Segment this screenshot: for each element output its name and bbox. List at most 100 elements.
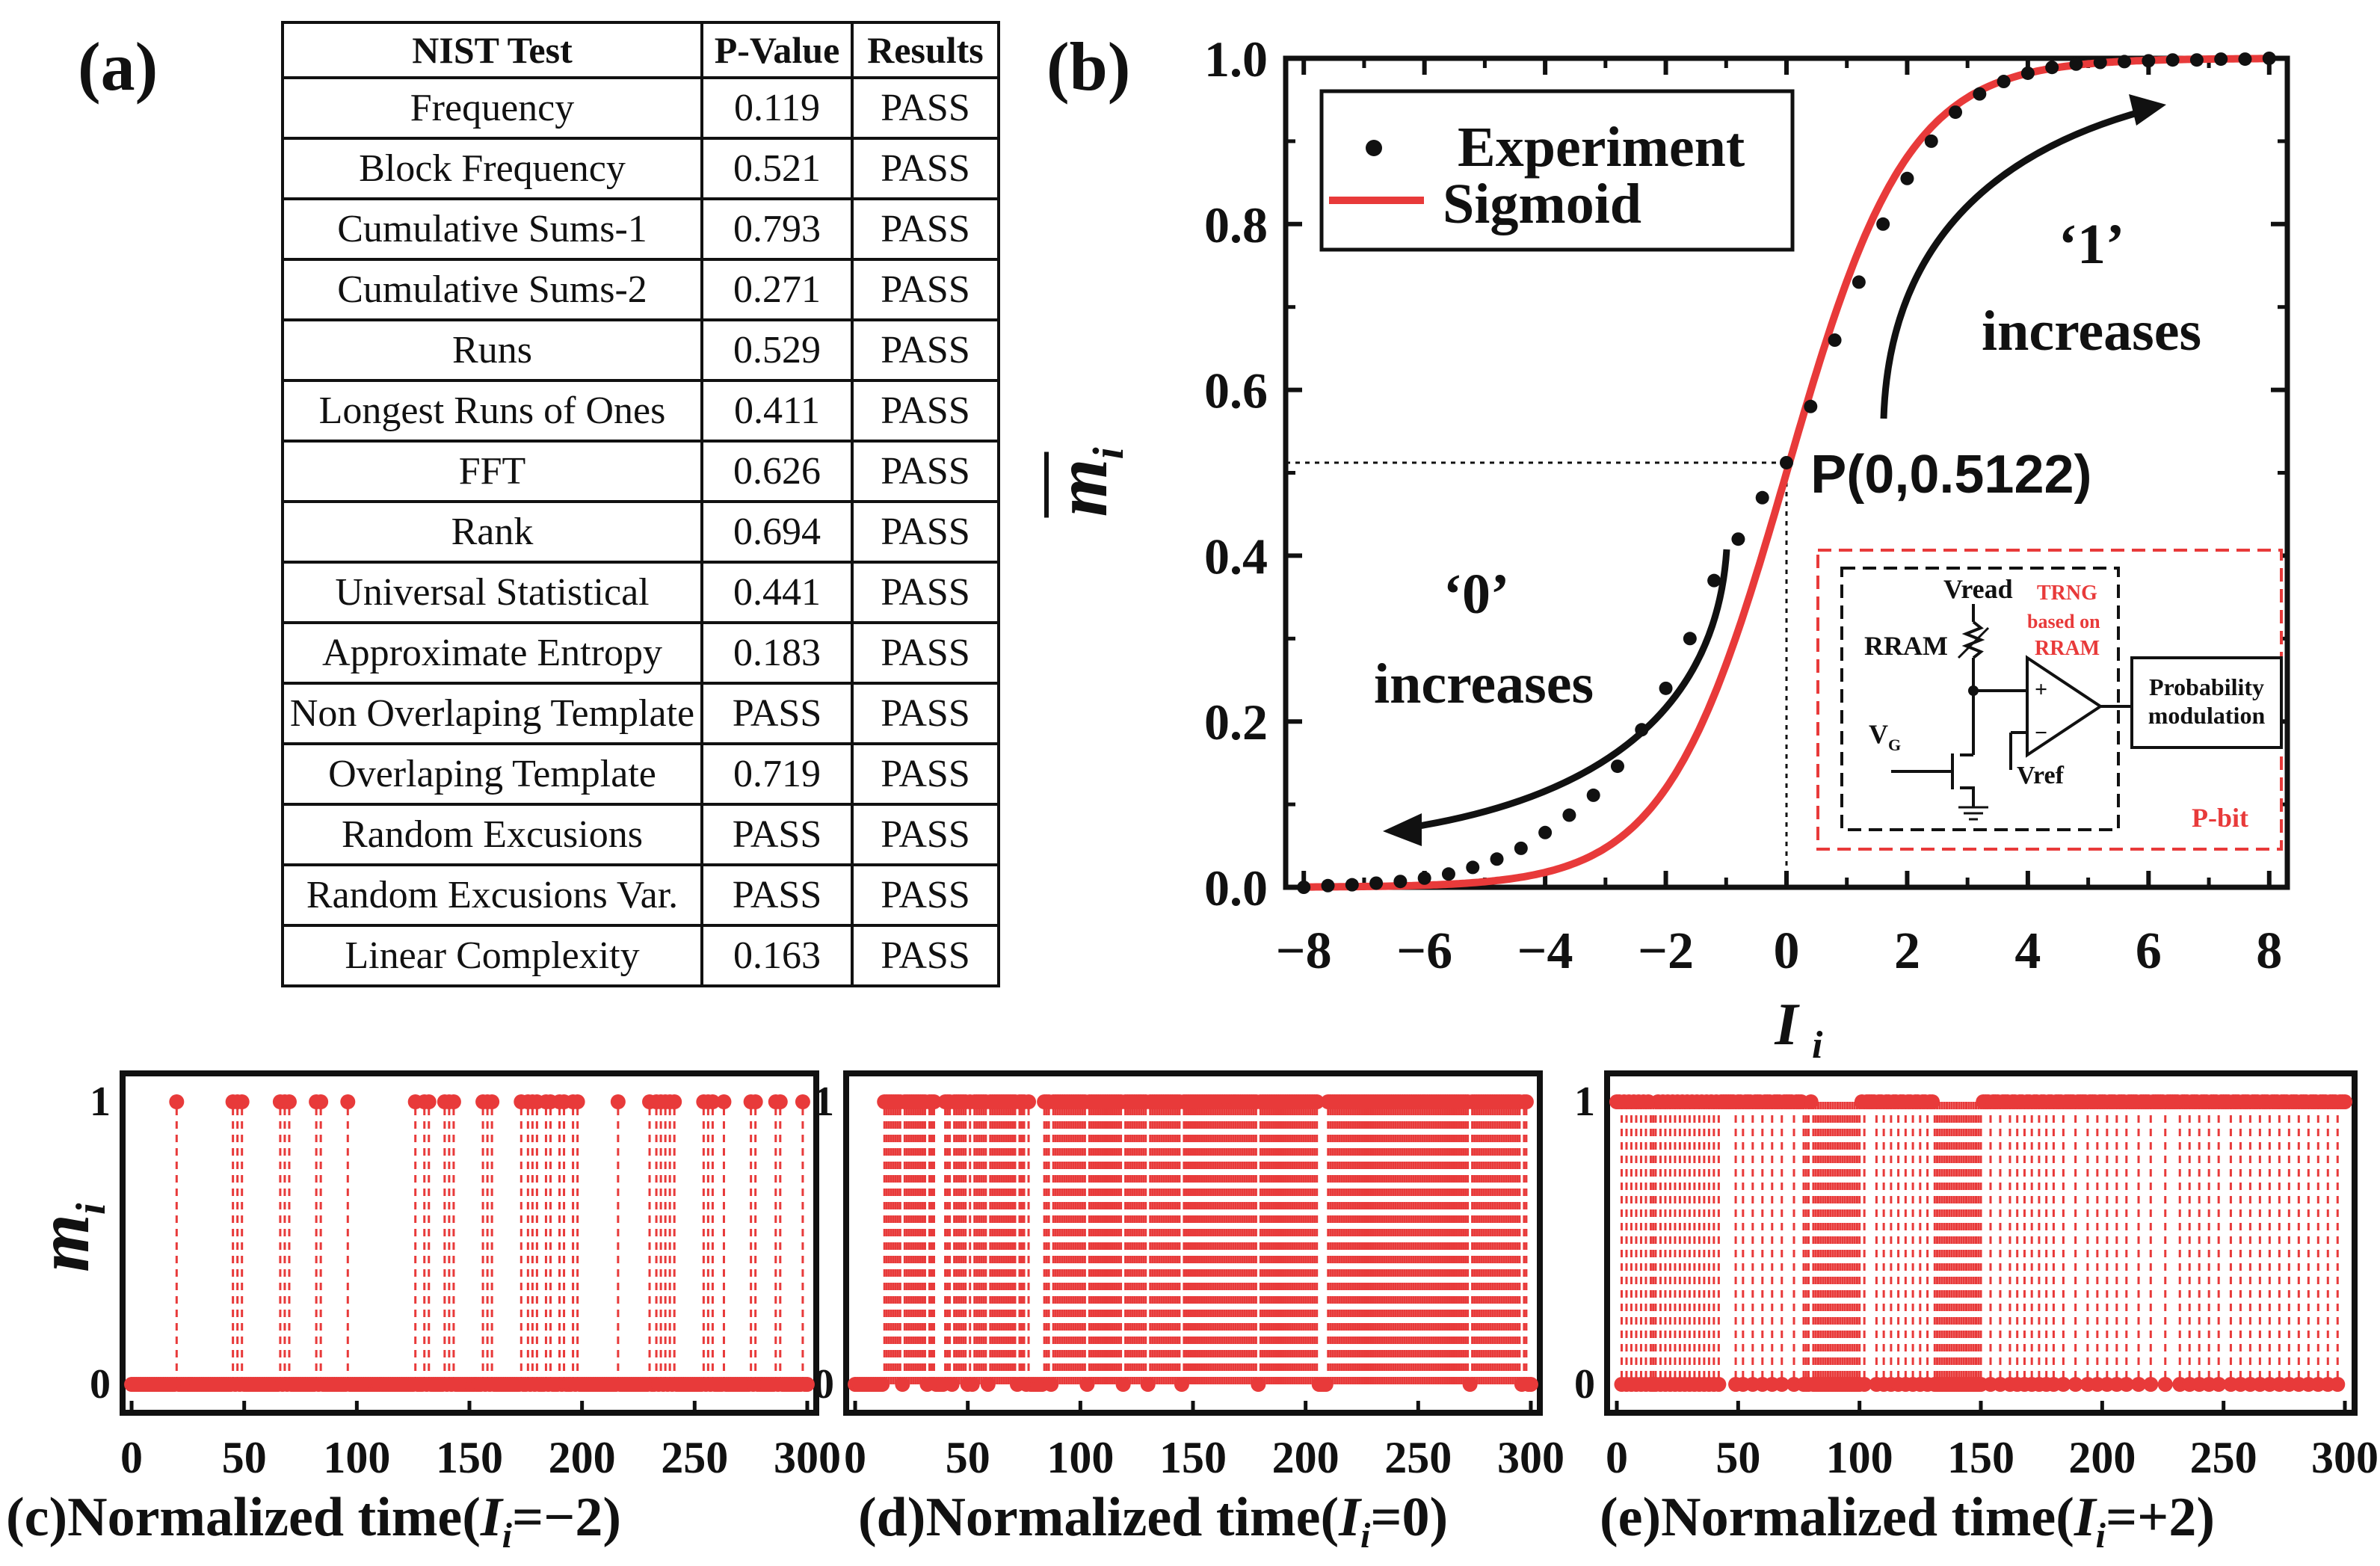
y-tick-label: 0.8 bbox=[1204, 197, 1268, 253]
annotation-one-arrow bbox=[1880, 107, 2147, 419]
nist-cell-pvalue: 0.626 bbox=[700, 440, 854, 503]
seq-ytick-1: 1 bbox=[1574, 1079, 1595, 1125]
legend-sigmoid-label: Sigmoid bbox=[1443, 173, 1641, 235]
nist-cell-pvalue: 0.119 bbox=[700, 76, 854, 140]
y-axis-label: m bbox=[1040, 459, 1123, 517]
x-tick-label: 4 bbox=[2014, 922, 2041, 980]
seq-sample bbox=[1857, 1377, 1872, 1392]
nist-cell-result: PASS bbox=[851, 379, 1000, 443]
panel-d-title-sub: i bbox=[1360, 1515, 1371, 1556]
legend-experiment-marker bbox=[1366, 140, 1382, 156]
seq-sample bbox=[2143, 1377, 2159, 1392]
seq-ytick-1: 1 bbox=[813, 1079, 834, 1125]
nist-cell-pvalue: 0.183 bbox=[700, 621, 854, 685]
experiment-point bbox=[1804, 399, 1818, 413]
y-tick-label: 0.4 bbox=[1204, 528, 1268, 585]
experiment-point bbox=[1659, 681, 1673, 695]
inset-prob-box bbox=[2130, 656, 2283, 749]
seq-sample bbox=[716, 1094, 732, 1109]
seq-sample bbox=[421, 1094, 437, 1109]
nist-cell-result: PASS bbox=[851, 803, 1000, 866]
sigmoid-chart: 0.00.20.40.60.81.0−8 −6 −4 −2 0 2 4 6 8I imi P(0,0… bbox=[1040, 31, 2290, 1067]
experiment-point bbox=[1876, 217, 1890, 231]
nist-cell-test: Linear Complexity bbox=[281, 924, 703, 987]
nist-cell-pvalue: 0.441 bbox=[700, 561, 854, 624]
experiment-point bbox=[1828, 333, 1842, 348]
nist-cell-pvalue: 0.521 bbox=[700, 137, 854, 200]
inset-trng-1: TRNG bbox=[2037, 582, 2097, 605]
nist-cell-result: PASS bbox=[851, 76, 1000, 140]
panel-d-title-var: I bbox=[1339, 1487, 1360, 1548]
experiment-point bbox=[1997, 75, 2011, 89]
nist-table-row: Cumulative Sums-2 0.271 PASS bbox=[281, 258, 1000, 321]
y-tick-label: 1.0 bbox=[1204, 31, 1268, 87]
nist-cell-result: PASS bbox=[851, 742, 1000, 806]
experiment-point bbox=[1755, 490, 1769, 505]
seq-sample bbox=[799, 1377, 815, 1392]
nist-header-results: Results bbox=[851, 21, 1000, 79]
nist-table-row: Longest Runs of Ones 0.411 PASS bbox=[281, 379, 1000, 443]
x-tick-label: −8 bbox=[1276, 922, 1332, 980]
seq-sample bbox=[1021, 1094, 1037, 1109]
seq-xtick-label: 100 bbox=[1826, 1433, 1893, 1482]
nist-cell-result: PASS bbox=[851, 500, 1000, 564]
seq-sample bbox=[169, 1094, 185, 1109]
seq-xtick-label: 150 bbox=[436, 1433, 503, 1482]
panel-c-title-pre: (c)Normalized time( bbox=[6, 1487, 481, 1548]
annotation-zero-label: ‘0’ bbox=[1443, 563, 1510, 626]
nist-cell-test: Approximate Entropy bbox=[281, 621, 703, 685]
nist-table-row: Overlaping Template 0.719 PASS bbox=[281, 742, 1000, 806]
experiment-point bbox=[2238, 52, 2252, 67]
experiment-point bbox=[1780, 455, 1793, 469]
x-axis-label-sub: i bbox=[1812, 1024, 1823, 1067]
nist-header-test: NIST Test bbox=[281, 21, 703, 79]
nist-cell-test: Overlaping Template bbox=[281, 742, 703, 806]
x-tick-label: 6 bbox=[2136, 922, 2162, 980]
seq-ylabel: m bbox=[22, 1214, 105, 1272]
experiment-point bbox=[1369, 876, 1384, 890]
nist-cell-test: Universal Statistical bbox=[281, 561, 703, 624]
panel-a-label: (a) bbox=[78, 28, 158, 105]
legend-box bbox=[1319, 89, 1795, 252]
nist-cell-pvalue: 0.271 bbox=[700, 258, 854, 321]
nist-cell-result: PASS bbox=[851, 561, 1000, 624]
seq-xtick-label: 300 bbox=[774, 1433, 841, 1482]
seq-sample bbox=[2118, 1377, 2134, 1392]
seq-sample bbox=[2056, 1377, 2071, 1392]
seq-xtick-label: 250 bbox=[661, 1433, 728, 1482]
nist-table-row: Universal Statistical 0.441 PASS bbox=[281, 561, 1000, 624]
seq-sample bbox=[340, 1094, 356, 1109]
panel-e-title-pre: (e)Normalized time( bbox=[1600, 1487, 2074, 1548]
panel-e-title: (e)Normalized time(Ii=+2) bbox=[1600, 1486, 2215, 1556]
x-tick-label: −6 bbox=[1396, 922, 1452, 980]
seq-sample bbox=[772, 1094, 788, 1109]
nist-cell-pvalue: PASS bbox=[700, 682, 854, 745]
experiment-point bbox=[1610, 759, 1624, 774]
experiment-point bbox=[1683, 632, 1697, 646]
inset-prob-1: Probability bbox=[2149, 673, 2264, 700]
panel-d-title: (d)Normalized time(Ii=0) bbox=[858, 1486, 1448, 1556]
experiment-point bbox=[2093, 55, 2107, 70]
seq-sample bbox=[2131, 1377, 2147, 1392]
x-tick-label: 2 bbox=[1894, 922, 1920, 980]
experiment-point bbox=[1538, 825, 1553, 839]
experiment-point bbox=[1707, 573, 1721, 588]
experiment-point bbox=[1562, 808, 1576, 822]
nist-table-row: Cumulative Sums-1 0.793 PASS bbox=[281, 197, 1000, 261]
experiment-point bbox=[1586, 788, 1600, 802]
inset-resistor bbox=[1961, 620, 1985, 659]
nist-cell-pvalue: 0.694 bbox=[700, 500, 854, 564]
inset-vg-sub: G bbox=[1888, 736, 1901, 754]
nist-cell-result: PASS bbox=[851, 258, 1000, 321]
seq-xtick-label: 50 bbox=[1715, 1433, 1760, 1482]
experiment-point bbox=[2262, 52, 2276, 65]
annotation-one-increases: increases bbox=[1982, 300, 2201, 363]
experiment-point bbox=[1417, 871, 1431, 885]
inset-prob-2: modulation bbox=[2148, 702, 2266, 729]
nist-cell-pvalue: 0.163 bbox=[700, 924, 854, 987]
nist-table-header-row: NIST Test P-Value Results bbox=[281, 21, 1000, 79]
panel-d-title-pre: (d)Normalized time( bbox=[858, 1487, 1339, 1548]
